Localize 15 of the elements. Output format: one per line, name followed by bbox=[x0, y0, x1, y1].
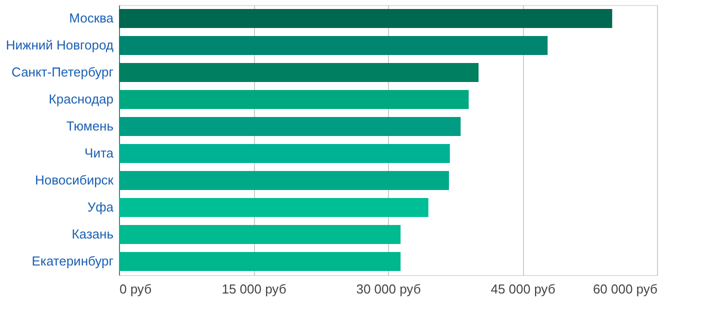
x-tick-label: 30 000 руб bbox=[356, 282, 421, 296]
x-tick-label: 60 000 руб bbox=[592, 282, 658, 296]
y-tick-label: Краснодар bbox=[48, 92, 114, 106]
y-tick-label: Новосибирск bbox=[35, 172, 114, 188]
x-tick-label: 45 000 руб bbox=[490, 282, 556, 296]
y-tick-label: Нижний Новгород bbox=[6, 38, 114, 52]
y-tick-label: Чита bbox=[84, 146, 114, 160]
y-tick-label: Екатеринбург bbox=[32, 254, 114, 268]
y-tick-label: Санкт-Петербург bbox=[12, 64, 114, 80]
y-tick-label: Москва bbox=[69, 10, 114, 26]
x-tick-label: 0 руб bbox=[120, 282, 152, 296]
y-tick-label: Тюмень bbox=[66, 118, 114, 134]
y-tick-label: Казань bbox=[72, 226, 114, 242]
y-tick-label: Уфа bbox=[87, 200, 114, 214]
x-tick-label: 15 000 руб bbox=[222, 282, 286, 296]
